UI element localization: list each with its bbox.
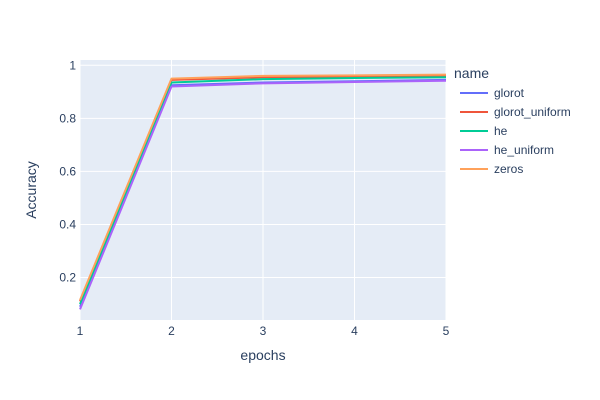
y-tick-label: 0.8 <box>59 111 76 125</box>
y-axis-title: Accuracy <box>23 161 39 219</box>
series-line-zeros <box>79 73 447 301</box>
series-line-he-uniform <box>79 79 447 310</box>
legend-title: name <box>454 65 489 81</box>
grid-lines <box>79 60 447 320</box>
legend-item-zeros[interactable]: zeros <box>460 162 523 176</box>
x-tick-label: 3 <box>260 324 267 338</box>
x-tick-label: 2 <box>168 324 175 338</box>
x-tick-labels: 1 2 3 4 5 <box>77 324 450 338</box>
legend-label: glorot_uniform <box>494 105 571 119</box>
y-tick-label: 1 <box>69 58 76 72</box>
y-tick-label: 0.6 <box>59 164 76 178</box>
legend-item-glorot-uniform[interactable]: glorot_uniform <box>460 105 571 119</box>
legend-item-he-uniform[interactable]: he_uniform <box>460 143 554 157</box>
series-lines <box>79 73 447 310</box>
legend-label: glorot <box>494 86 525 100</box>
y-tick-label: 0.2 <box>59 271 76 285</box>
legend-label: he <box>494 124 508 138</box>
legend-label: zeros <box>494 162 523 176</box>
x-tick-label: 1 <box>77 324 84 338</box>
x-axis-title: epochs <box>240 347 285 363</box>
legend-item-glorot[interactable]: glorot <box>460 86 525 100</box>
legend-label: he_uniform <box>494 143 554 157</box>
x-tick-label: 4 <box>351 324 358 338</box>
x-tick-label: 5 <box>443 324 450 338</box>
y-tick-label: 0.4 <box>59 217 76 231</box>
y-tick-labels: 0.2 0.4 0.6 0.8 1 <box>59 58 76 284</box>
series-line-he <box>79 76 447 305</box>
legend-item-he[interactable]: he <box>460 124 508 138</box>
